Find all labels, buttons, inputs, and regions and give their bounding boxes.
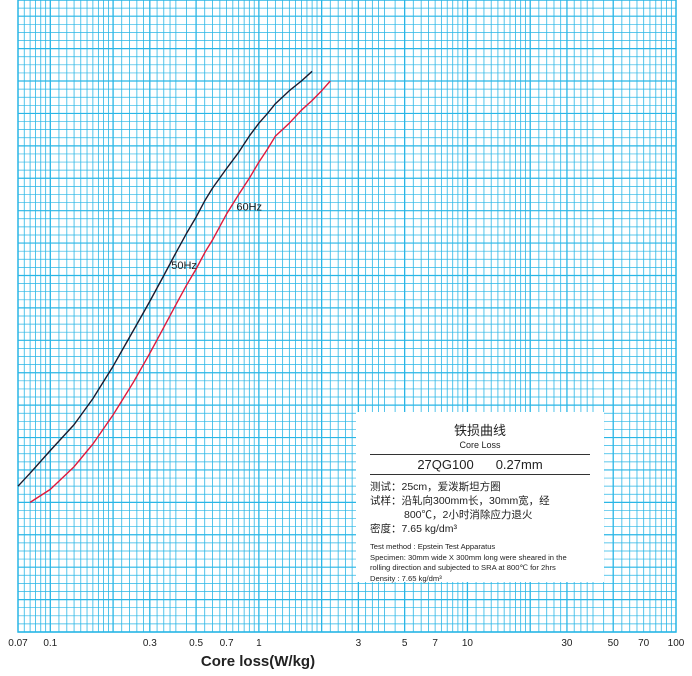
x-tick-label: 0.3 <box>143 638 157 649</box>
x-axis-label: Core loss(W/kg) <box>201 653 315 670</box>
x-tick-label: 5 <box>402 638 408 649</box>
legend-divider <box>370 454 590 455</box>
en-density: Density : 7.65 kg/dm³ <box>370 573 442 583</box>
annotation-layer: 50Hz 60Hz <box>171 202 262 272</box>
cn-sample-label: 试样： <box>370 495 402 507</box>
x-tick-label: 30 <box>561 638 573 649</box>
legend-title-en: Core Loss <box>459 440 501 450</box>
en-method: Test method : Epstein Test Apparatus <box>370 542 496 551</box>
cn-test-label: 测试： <box>370 481 402 493</box>
x-tick-labels: 0.07 0.1 0.3 0.5 0.7 1 3 5 7 10 30 50 70 100 <box>8 638 685 649</box>
x-tick-label: 10 <box>462 638 474 649</box>
x-tick-label: 0.7 <box>220 638 234 649</box>
en-specimen-2: rolling direction and subjected to SRA a… <box>370 563 556 572</box>
legend-grade-row: 27QG100 0.27mm <box>364 457 596 472</box>
x-tick-label: 100 <box>668 638 685 649</box>
x-tick-label: 7 <box>432 638 438 649</box>
legend-divider-2 <box>370 474 590 475</box>
legend-thickness: 0.27mm <box>495 457 543 472</box>
series-label-50hz: 50Hz <box>171 260 197 272</box>
series-line-50hz <box>17 70 313 487</box>
x-tick-label: 0.5 <box>189 638 203 649</box>
x-tick-label: 3 <box>356 638 362 649</box>
legend-grade: 27QG100 <box>417 457 474 472</box>
legend-box: 铁损曲线 Core Loss 27QG100 0.27mm 测试：25cm，爱泼… <box>356 412 604 584</box>
series-label-60hz: 60Hz <box>236 202 262 214</box>
cn-density-label: 密度： <box>370 523 402 535</box>
grid <box>17 0 677 633</box>
series-line-60hz <box>29 80 331 503</box>
x-tick-label: 1 <box>256 638 262 649</box>
cn-sample-line1: 沿轧向300mm长，30mm宽，经 <box>401 495 550 507</box>
legend-title-cn: 铁损曲线 <box>453 423 506 438</box>
plot-border <box>17 0 677 633</box>
en-specimen-1: Specimen: 30mm wide X 300mm long were sh… <box>370 552 567 562</box>
x-tick-label: 50 <box>608 638 620 649</box>
legend-en-notes: Test method : Epstein Test Apparatus Spe… <box>364 542 596 584</box>
series-layer <box>17 70 331 503</box>
x-tick-label: 70 <box>638 638 650 649</box>
x-tick-label: 0.07 <box>8 638 28 649</box>
cn-test-value: 25cm，爱泼斯坦方圈 <box>401 481 501 493</box>
cn-density-value: 7.65 kg/dm³ <box>401 523 457 535</box>
legend-cn-notes: 测试：25cm，爱泼斯坦方圈 试样：沿轧向300mm长，30mm宽，经 800℃… <box>364 480 596 536</box>
x-tick-label: 0.1 <box>43 638 57 649</box>
cn-sample-line2: 800℃，2小时消除应力退火 <box>404 509 533 521</box>
